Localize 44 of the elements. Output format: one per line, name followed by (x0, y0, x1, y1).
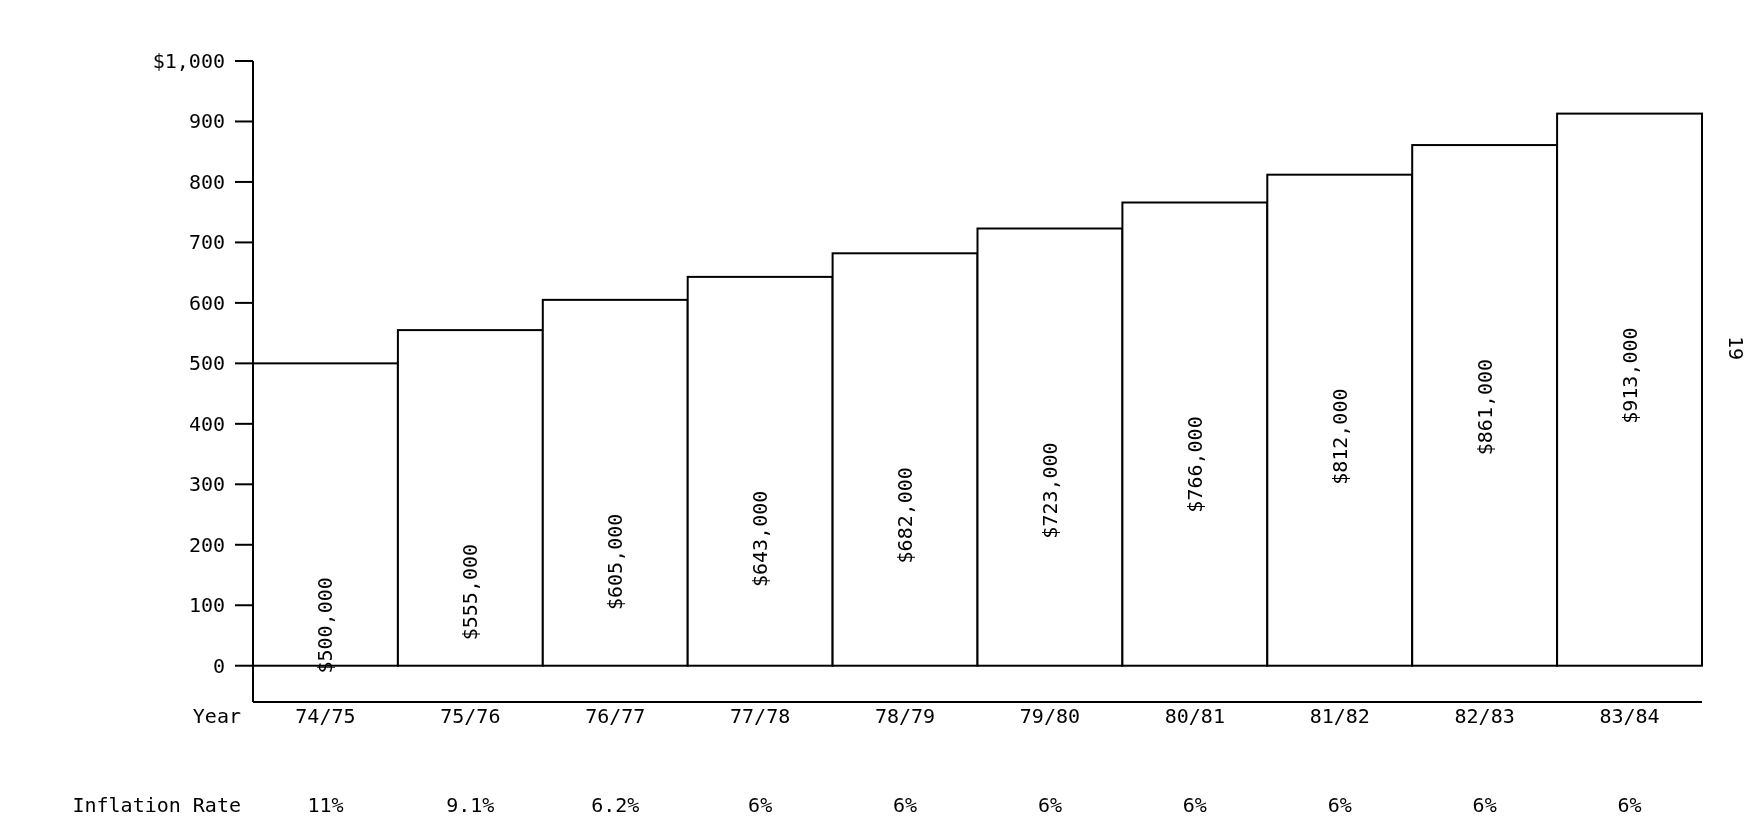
x-tick-label: 79/80 (1019, 704, 1081, 728)
y-tick-label: 800 (188, 169, 225, 194)
text: 6% (1327, 793, 1352, 817)
text: 6% (748, 793, 773, 817)
annotation: $913,000 (1617, 327, 1642, 424)
text: 6.2% (591, 793, 640, 817)
text: 6% (1037, 793, 1062, 817)
annotation: $861,000 (1472, 358, 1497, 456)
annotation: $643,000 (748, 490, 773, 588)
text: 9.1% (446, 793, 495, 817)
y-tick-label: 500 (188, 351, 225, 376)
x-tick-label: 83/84 (1599, 704, 1660, 728)
text: 6% (1472, 793, 1497, 817)
y-tick-label: 900 (188, 109, 225, 134)
text: 6% (1617, 793, 1642, 817)
text: Inflation Rate (72, 793, 241, 817)
annotation: $500,000 (313, 577, 338, 674)
y-tick-label: 700 (188, 230, 225, 255)
x-tick-label: 77/78 (730, 704, 791, 728)
annotation: $766,000 (1182, 416, 1207, 513)
text: 6% (1182, 793, 1207, 817)
x-tick-label: 76/77 (585, 704, 646, 728)
annotation: $812,000 (1327, 388, 1352, 485)
y-tick-label: 600 (188, 290, 225, 315)
x-tick-label: 82/83 (1454, 704, 1515, 728)
text: 6% (893, 793, 918, 817)
annotation: $682,000 (893, 467, 918, 564)
text: 11% (307, 793, 344, 817)
x-axis-title: Year (192, 704, 241, 728)
annotation: $605,000 (603, 513, 628, 611)
annotation: $723,000 (1037, 442, 1062, 539)
x-tick-label: 74/75 (295, 704, 356, 728)
x-tick-label: 78/79 (874, 704, 936, 728)
text: 19 (1724, 335, 1748, 361)
y-tick-label: 0 (212, 653, 225, 678)
x-tick-label: 75/76 (440, 704, 501, 728)
y-tick-label: 300 (188, 472, 225, 497)
x-tick-label: 80/81 (1164, 704, 1225, 728)
y-tick-label: 400 (188, 411, 225, 436)
y-tick-label: 200 (188, 532, 225, 557)
y-tick-label: $1,000 (152, 49, 225, 73)
y-tick-label: 100 (188, 593, 225, 618)
annotation: $555,000 (458, 543, 483, 641)
x-tick-label: 81/82 (1309, 704, 1370, 728)
